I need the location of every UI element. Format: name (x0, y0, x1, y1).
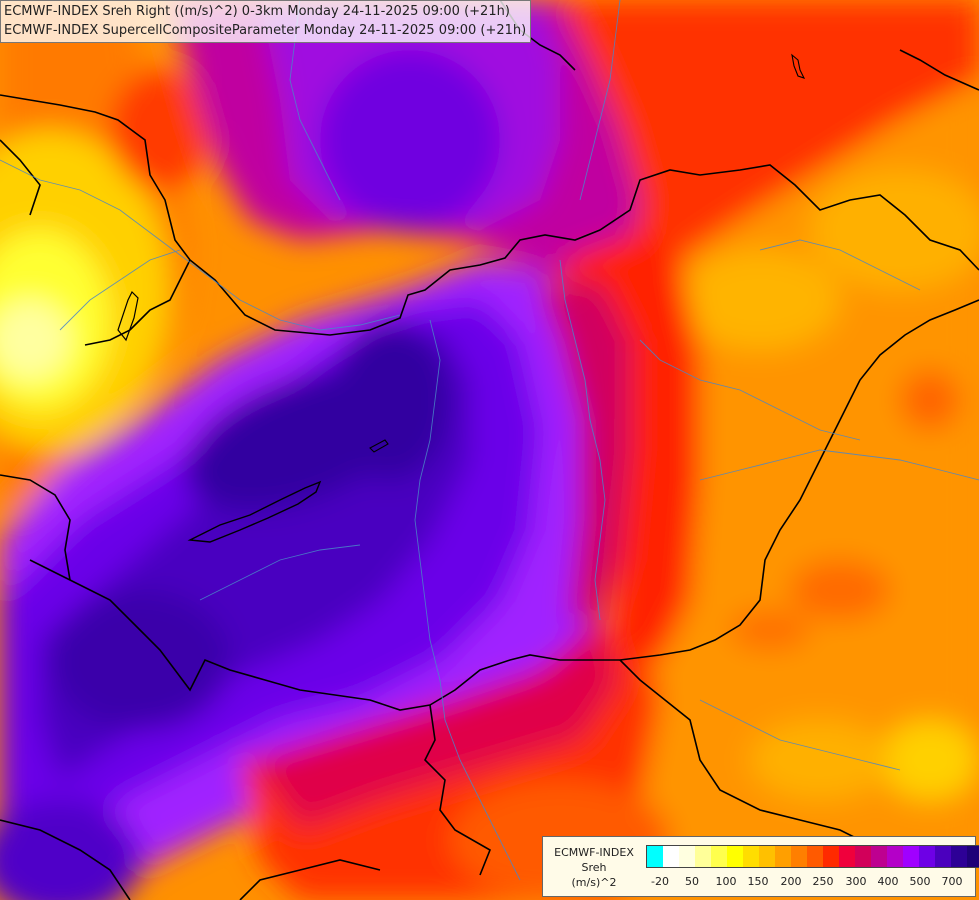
legend-title-line-1: ECMWF-INDEX (554, 846, 634, 859)
legend-swatch (919, 846, 935, 867)
legend-swatch (679, 846, 695, 867)
legend-tick-label: 100 (715, 875, 737, 888)
legend-swatch (743, 846, 759, 867)
legend-tick-label: 250 (812, 875, 834, 888)
legend-swatch (647, 846, 663, 867)
legend-tick-label: 500 (909, 875, 931, 888)
legend-swatch (663, 846, 679, 867)
title-line-1: ECMWF-INDEX Sreh Right ((m/s)^2) 0-3km M… (4, 4, 510, 19)
legend-swatch (823, 846, 839, 867)
legend-tick-label: 150 (747, 875, 769, 888)
legend-swatch (727, 846, 743, 867)
title-line-2: ECMWF-INDEX SupercellCompositeParameter … (4, 23, 527, 38)
legend-swatch (791, 846, 807, 867)
legend-swatch (887, 846, 903, 867)
legend-swatch (871, 846, 887, 867)
lake-outline (369, 439, 389, 453)
legend-tick-label: 300 (845, 875, 867, 888)
legend-tick-label: 700 (941, 875, 963, 888)
legend-swatch (951, 846, 967, 867)
legend-title: ECMWF-INDEX Sreh (m/s)^2 (547, 845, 641, 890)
legend-swatch (855, 846, 871, 867)
lake-outline (187, 480, 322, 543)
legend-swatch (807, 846, 823, 867)
legend-swatch (759, 846, 775, 867)
legend-swatch (711, 846, 727, 867)
legend-color-bar (646, 845, 979, 868)
legend-swatch (903, 846, 919, 867)
legend-tick-label: 50 (685, 875, 699, 888)
lake-outline (117, 290, 139, 342)
legend-tick-label: 400 (877, 875, 899, 888)
legend-swatch (935, 846, 951, 867)
legend-swatch (967, 846, 979, 867)
legend-swatch (775, 846, 791, 867)
legend-tick-labels: -20 50 100 150 200 250 300 400 500 700 (646, 875, 976, 891)
legend-tick-label: -20 (651, 875, 669, 888)
rivers (0, 0, 979, 881)
legend-swatch (695, 846, 711, 867)
color-legend: ECMWF-INDEX Sreh (m/s)^2 -20 50 100 150 200 2… (542, 836, 979, 897)
legend-swatch (839, 846, 855, 867)
legend-unit: (m/s)^2 (571, 876, 617, 889)
map-title-box: ECMWF-INDEX Sreh Right ((m/s)^2) 0-3km M… (0, 0, 532, 43)
legend-tick-label: 200 (780, 875, 802, 888)
lake-outline (791, 53, 806, 79)
legend-title-line-2: Sreh (581, 861, 607, 874)
